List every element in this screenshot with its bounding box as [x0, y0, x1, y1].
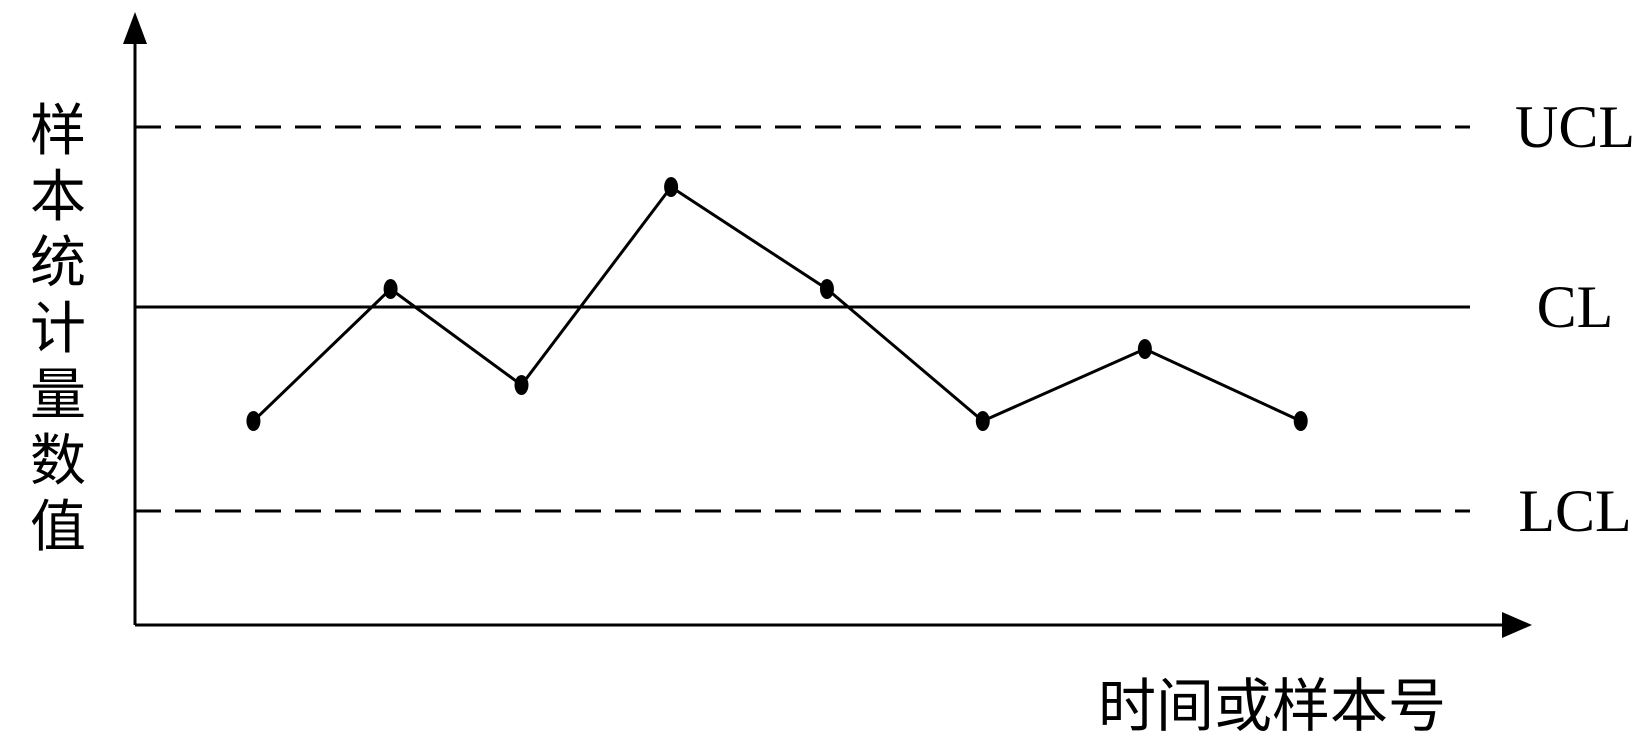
control-label-ucl: UCL	[1515, 94, 1635, 160]
data-point-5	[819, 279, 834, 299]
data-series	[246, 177, 1308, 431]
control-label-cl: CL	[1537, 274, 1614, 340]
x-axis-arrow	[1502, 612, 1532, 638]
data-point-4	[664, 177, 679, 197]
axes	[123, 12, 1532, 638]
y-axis-label-char: 计	[30, 297, 86, 362]
y-axis-label-char: 样	[30, 99, 86, 164]
y-axis-label-char: 统	[30, 231, 86, 296]
series-line	[252, 184, 1302, 423]
y-axis-label-char: 值	[30, 495, 86, 560]
control-label-lcl: LCL	[1518, 478, 1631, 544]
data-point-7	[1137, 339, 1152, 359]
y-axis-label-char: 本	[30, 165, 86, 230]
data-point-8	[1293, 411, 1308, 431]
x-axis-label: 时间或样本号	[1098, 672, 1446, 740]
data-point-1	[246, 411, 261, 431]
data-point-2	[383, 279, 398, 299]
control-lines: UCL CL LCL	[135, 94, 1635, 544]
y-axis-label-char: 量	[30, 363, 86, 428]
data-point-6	[975, 411, 990, 431]
y-axis-arrow	[123, 12, 147, 44]
y-axis-label-char: 数	[30, 429, 86, 494]
data-point-3	[514, 375, 529, 395]
